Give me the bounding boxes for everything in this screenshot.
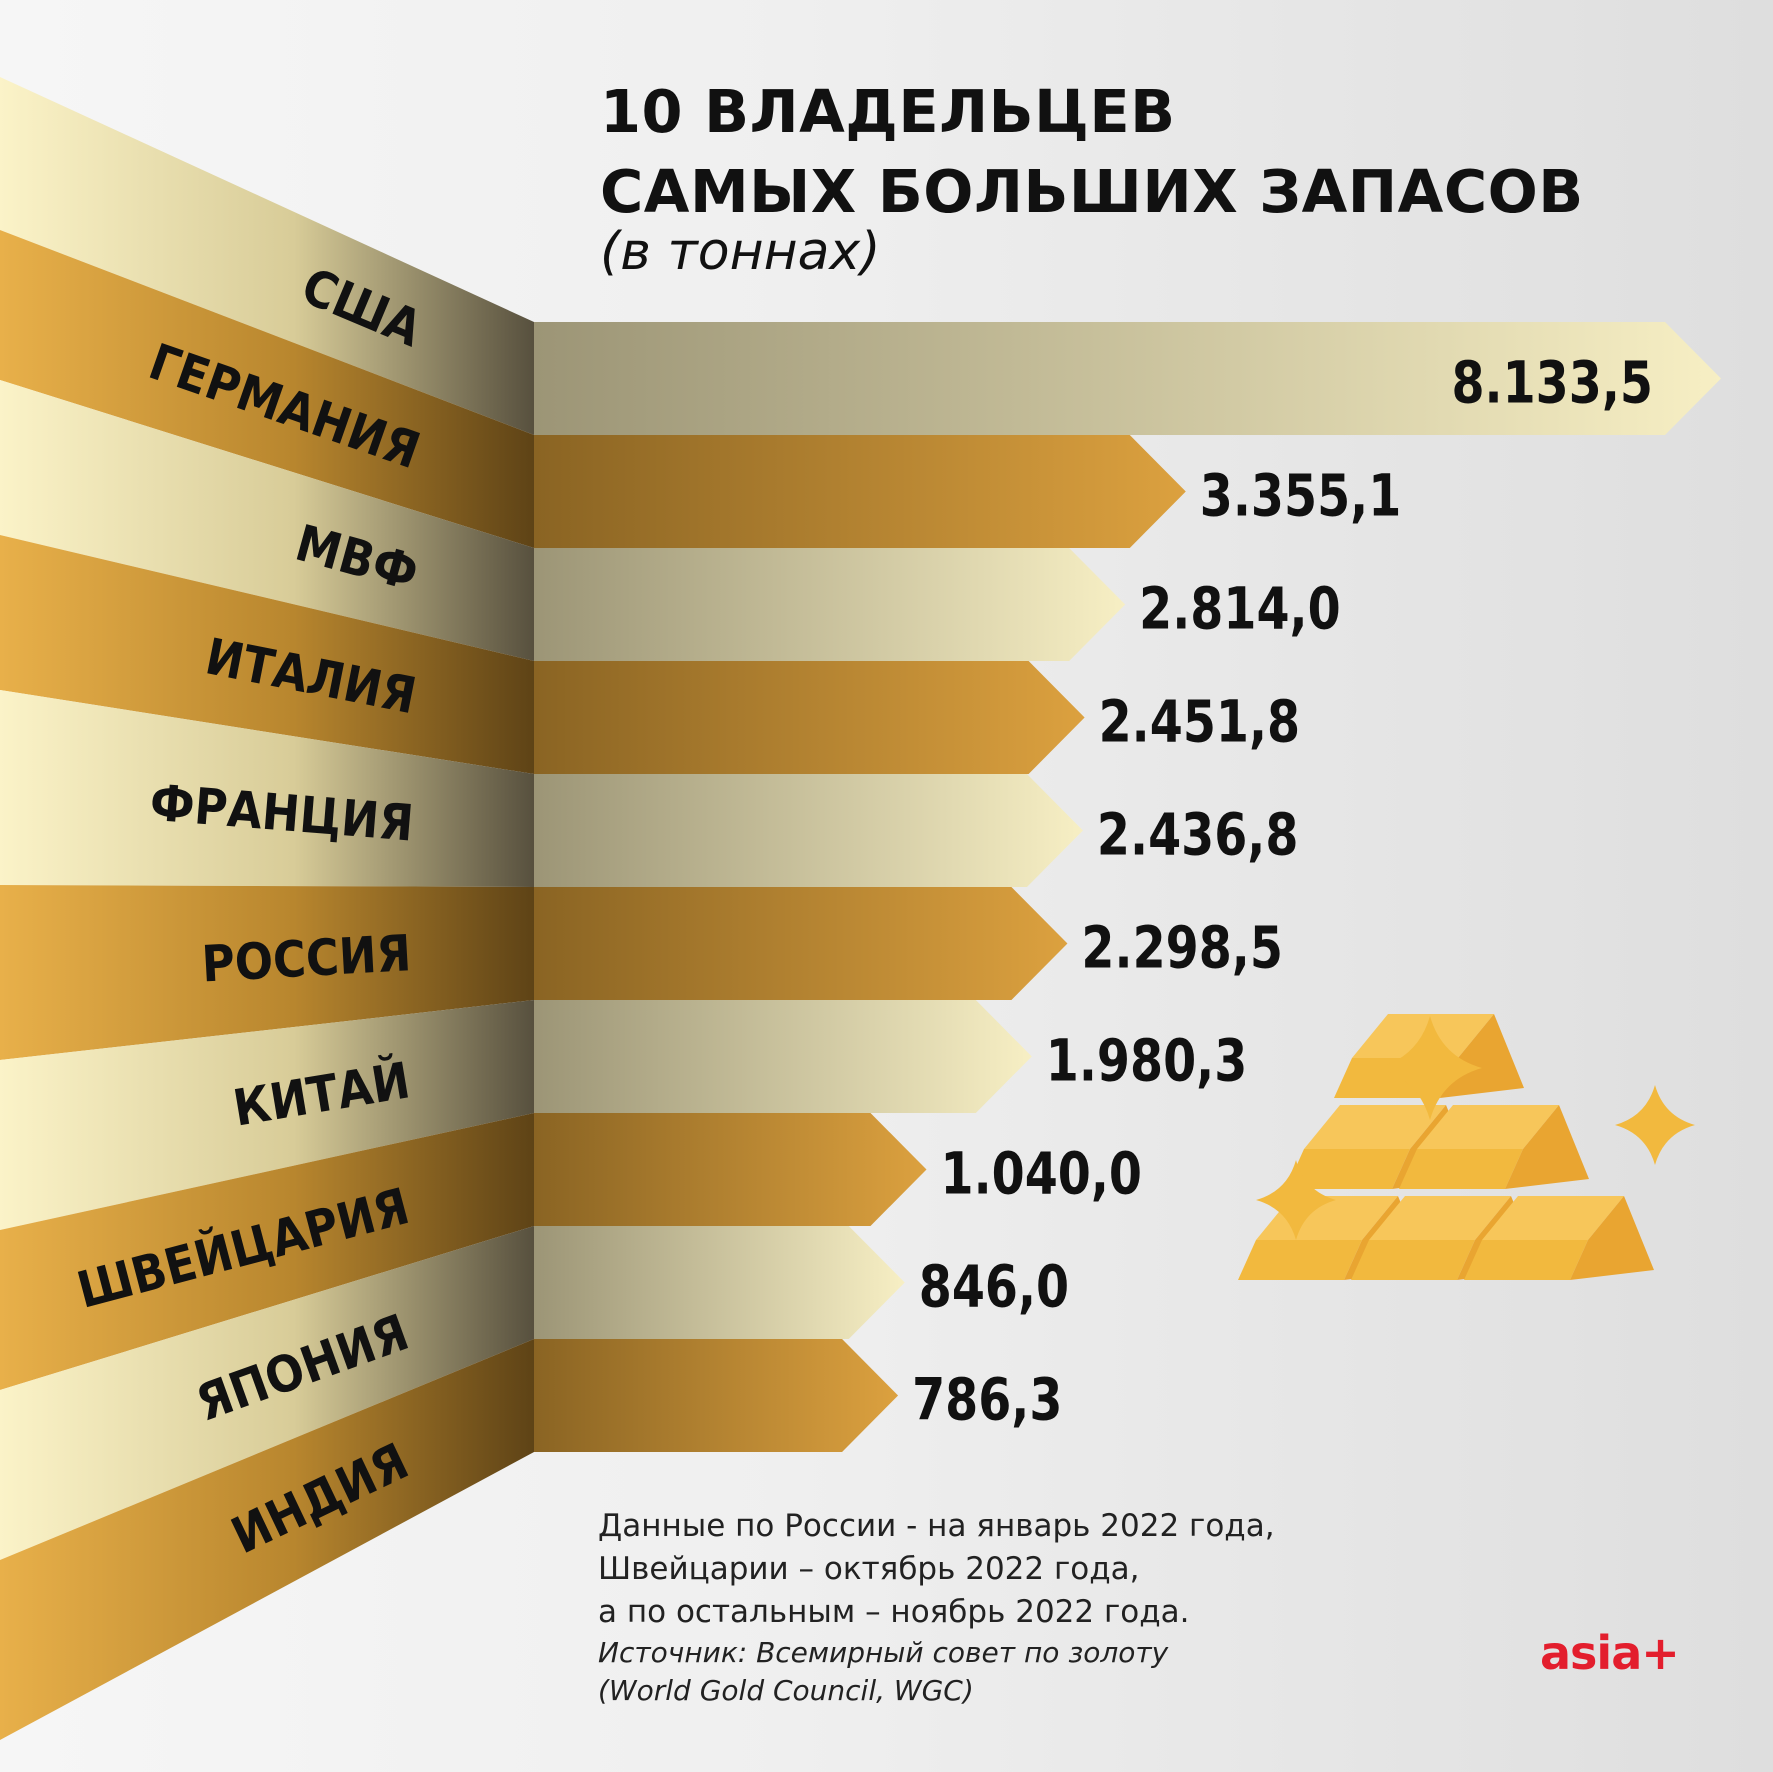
value-label-франция: 2.436,8 (1097, 801, 1299, 869)
bar-мвф (534, 548, 1126, 661)
bar-италия (534, 661, 1085, 774)
ingot-side (1505, 1105, 1589, 1189)
strip-япония (0, 1226, 534, 1560)
gold-bars-icon (1238, 1014, 1695, 1280)
strip-индия (0, 1339, 534, 1740)
bar-франция (534, 774, 1083, 887)
bar-китай (534, 1000, 1032, 1113)
title-line-1: 10 ВЛАДЕЛЬЦЕВ (600, 77, 1176, 146)
category-label-россия: РОССИЯ (200, 924, 412, 993)
bars: 8.133,5 3.355,1 2.814,0 2.451,8 2.436,8 2.298… (534, 322, 1721, 1452)
ingot-front (1286, 1149, 1410, 1189)
strip-россия (0, 885, 534, 1060)
footnote-line-3: а по остальным – ноябрь 2022 года. (598, 1594, 1190, 1630)
category-strips: СШАГЕРМАНИЯМВФИТАЛИЯФРАНЦИЯРОССИЯКИТАЙШВ… (0, 77, 534, 1740)
ingot-front (1464, 1240, 1588, 1280)
value-label-россия: 2.298,5 (1081, 914, 1283, 982)
strip-китай (0, 1000, 534, 1230)
bar-швейцария (534, 1113, 927, 1226)
ingot-top (1304, 1105, 1446, 1149)
sparkle-icon (1256, 1160, 1336, 1240)
footnote-line-1: Данные по России - на январь 2022 года, (598, 1508, 1275, 1544)
bar-сша (534, 322, 1721, 435)
strip-франция (0, 690, 534, 887)
source-line-1: Источник: Всемирный совет по золоту (598, 1636, 1169, 1669)
value-label-сша: 8.133,5 (1451, 349, 1653, 417)
value-label-индия: 786,3 (912, 1366, 1062, 1434)
footnote: Данные по России - на январь 2022 года, … (598, 1505, 1275, 1710)
strip-мвф (0, 380, 534, 661)
strip-италия (0, 535, 534, 774)
title-line-2: САМЫХ БОЛЬШИХ ЗАПАСОВ (600, 157, 1584, 226)
asia-plus-logo: asia+ (1540, 1626, 1680, 1680)
value-label-швейцария: 1.040,0 (940, 1140, 1142, 1208)
strip-швейцария (0, 1113, 534, 1390)
value-label-китай: 1.980,3 (1046, 1027, 1248, 1095)
bar-индия (534, 1339, 899, 1452)
bar-германия (534, 435, 1186, 548)
sparkle-icon (1615, 1085, 1695, 1165)
chart-subtitle: (в тоннах) (600, 222, 881, 282)
ingot-top (1482, 1196, 1624, 1240)
value-label-италия: 2.451,8 (1099, 688, 1301, 756)
bar-япония (534, 1226, 905, 1339)
bar-россия (534, 887, 1068, 1000)
value-label-германия: 3.355,1 (1200, 462, 1402, 530)
strip-сша (0, 77, 534, 435)
ingot-front (1399, 1149, 1523, 1189)
ingot-side (1570, 1196, 1654, 1280)
sparkle-icon (1378, 1016, 1482, 1120)
chart-title: 10 ВЛАДЕЛЬЦЕВ САМЫХ БОЛЬШИХ ЗАПАСОВ (600, 72, 1584, 232)
source-line-2: (World Gold Council, WGC) (598, 1674, 974, 1707)
ingot-top (1417, 1105, 1559, 1149)
footnote-line-2: Швейцарии – октябрь 2022 года, (598, 1551, 1140, 1587)
ingot-front (1238, 1240, 1362, 1280)
strip-германия (0, 230, 534, 548)
ingot-top (1369, 1196, 1511, 1240)
value-label-япония: 846,0 (919, 1253, 1069, 1321)
ingot-front (1351, 1240, 1475, 1280)
value-label-мвф: 2.814,0 (1139, 575, 1341, 643)
